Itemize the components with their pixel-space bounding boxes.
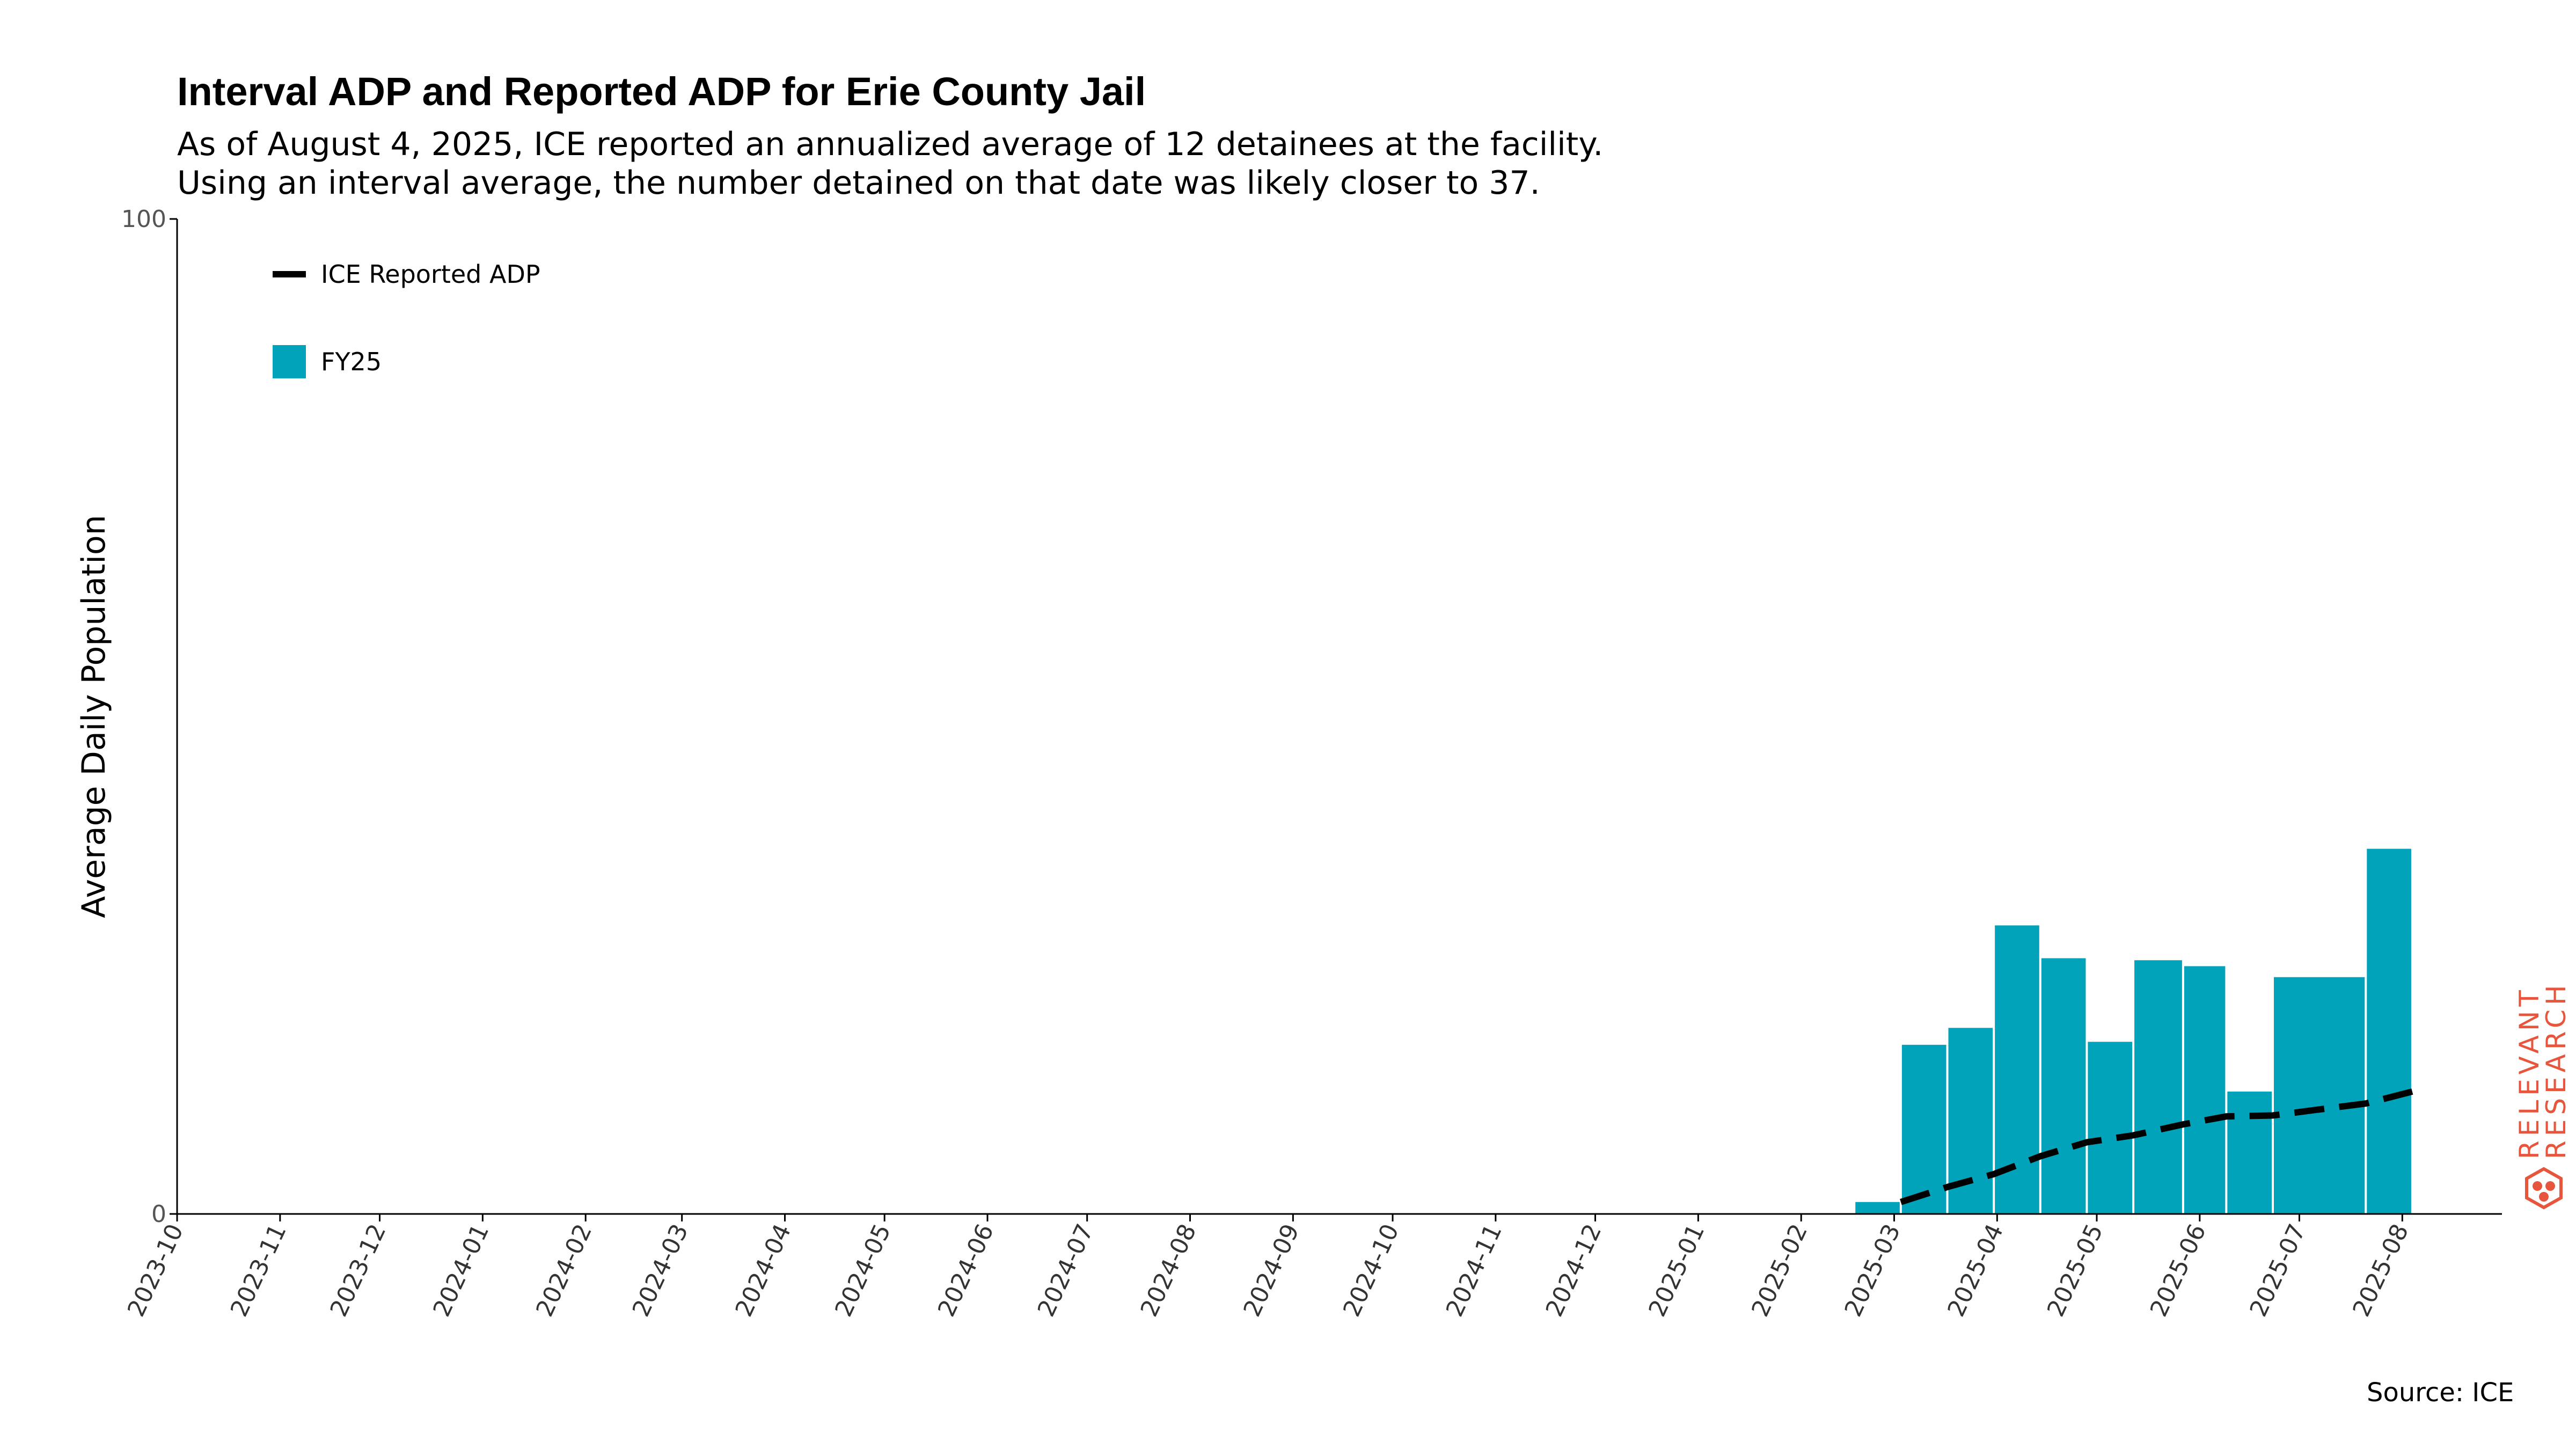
x-tick-label: 2024-12 bbox=[1541, 1220, 1607, 1321]
x-tick-label: 2025-03 bbox=[1840, 1220, 1906, 1321]
legend: ICE Reported ADP FY25 bbox=[273, 260, 540, 378]
chart-subtitle-line-1: As of August 4, 2025, ICE reported an an… bbox=[177, 126, 1604, 163]
chart-subtitle-line-2: Using an interval average, the number de… bbox=[177, 164, 1540, 202]
bar-fy25-3 bbox=[1995, 925, 2039, 1214]
x-tick-label: 2024-01 bbox=[428, 1220, 494, 1321]
legend-swatch-fy25 bbox=[273, 345, 306, 378]
axes-layer bbox=[176, 219, 2502, 1215]
x-tick-label: 2024-09 bbox=[1238, 1220, 1305, 1321]
y-tick-label: 100 bbox=[121, 206, 166, 233]
bar-fy25-4 bbox=[2041, 958, 2086, 1214]
source-note: Source: ICE bbox=[2367, 1378, 2514, 1408]
x-tick-label: 2024-04 bbox=[730, 1220, 797, 1321]
legend-label-fy25: FY25 bbox=[321, 347, 382, 376]
bar-fy25-1 bbox=[1901, 1044, 1946, 1214]
x-tick-label: 2025-05 bbox=[2042, 1220, 2109, 1321]
x-tick-label: 2023-12 bbox=[325, 1220, 392, 1321]
x-tick-label: 2024-10 bbox=[1338, 1220, 1404, 1321]
x-tick-label: 2023-10 bbox=[122, 1220, 189, 1321]
bar-fy25-9 bbox=[2273, 977, 2365, 1214]
x-tick-label: 2024-06 bbox=[933, 1220, 999, 1321]
relevant-research-logo: RELEVANT RESEARCH bbox=[2514, 980, 2572, 1210]
x-tick-label: 2025-07 bbox=[2245, 1220, 2311, 1321]
logo-hexagon-icon bbox=[2525, 1167, 2563, 1210]
logo-text-relevant: RELEVANT bbox=[2514, 986, 2545, 1159]
bar-fy25-10 bbox=[2367, 848, 2411, 1214]
logo-dot-icon bbox=[2539, 1192, 2549, 1202]
x-tick-label: 2025-04 bbox=[1942, 1220, 2009, 1321]
x-tick-label: 2025-02 bbox=[1746, 1220, 1813, 1321]
bar-fy25-0 bbox=[1855, 1202, 1900, 1214]
y-axis-label: Average Daily Population bbox=[75, 515, 113, 918]
bar-fy25-5 bbox=[2088, 1042, 2133, 1214]
logo-text-research: RESEARCH bbox=[2541, 980, 2572, 1159]
x-tick-label: 2024-03 bbox=[627, 1220, 694, 1321]
y-tick-label: 0 bbox=[151, 1201, 166, 1228]
bars-layer bbox=[1855, 848, 2411, 1214]
x-tick-label: 2025-01 bbox=[1643, 1220, 1710, 1321]
logo-dot-icon bbox=[2533, 1181, 2542, 1191]
x-tick-label: 2024-02 bbox=[531, 1220, 597, 1321]
bar-fy25-8 bbox=[2227, 1091, 2272, 1214]
legend-label-reported-adp: ICE Reported ADP bbox=[321, 260, 540, 289]
x-tick-label: 2024-08 bbox=[1136, 1220, 1202, 1321]
x-tick-label: 2024-05 bbox=[830, 1220, 896, 1321]
x-tick-label: 2025-08 bbox=[2347, 1220, 2414, 1321]
x-tick-label: 2024-07 bbox=[1033, 1220, 1099, 1321]
x-tick-label: 2023-11 bbox=[225, 1220, 292, 1321]
x-tick-label: 2024-11 bbox=[1441, 1220, 1507, 1321]
logo-dot-icon bbox=[2545, 1181, 2555, 1191]
bar-fy25-7 bbox=[2184, 966, 2226, 1214]
chart-title: Interval ADP and Reported ADP for Erie C… bbox=[177, 69, 1146, 114]
bar-fy25-6 bbox=[2134, 960, 2182, 1214]
x-tick-label: 2025-06 bbox=[2145, 1220, 2212, 1321]
